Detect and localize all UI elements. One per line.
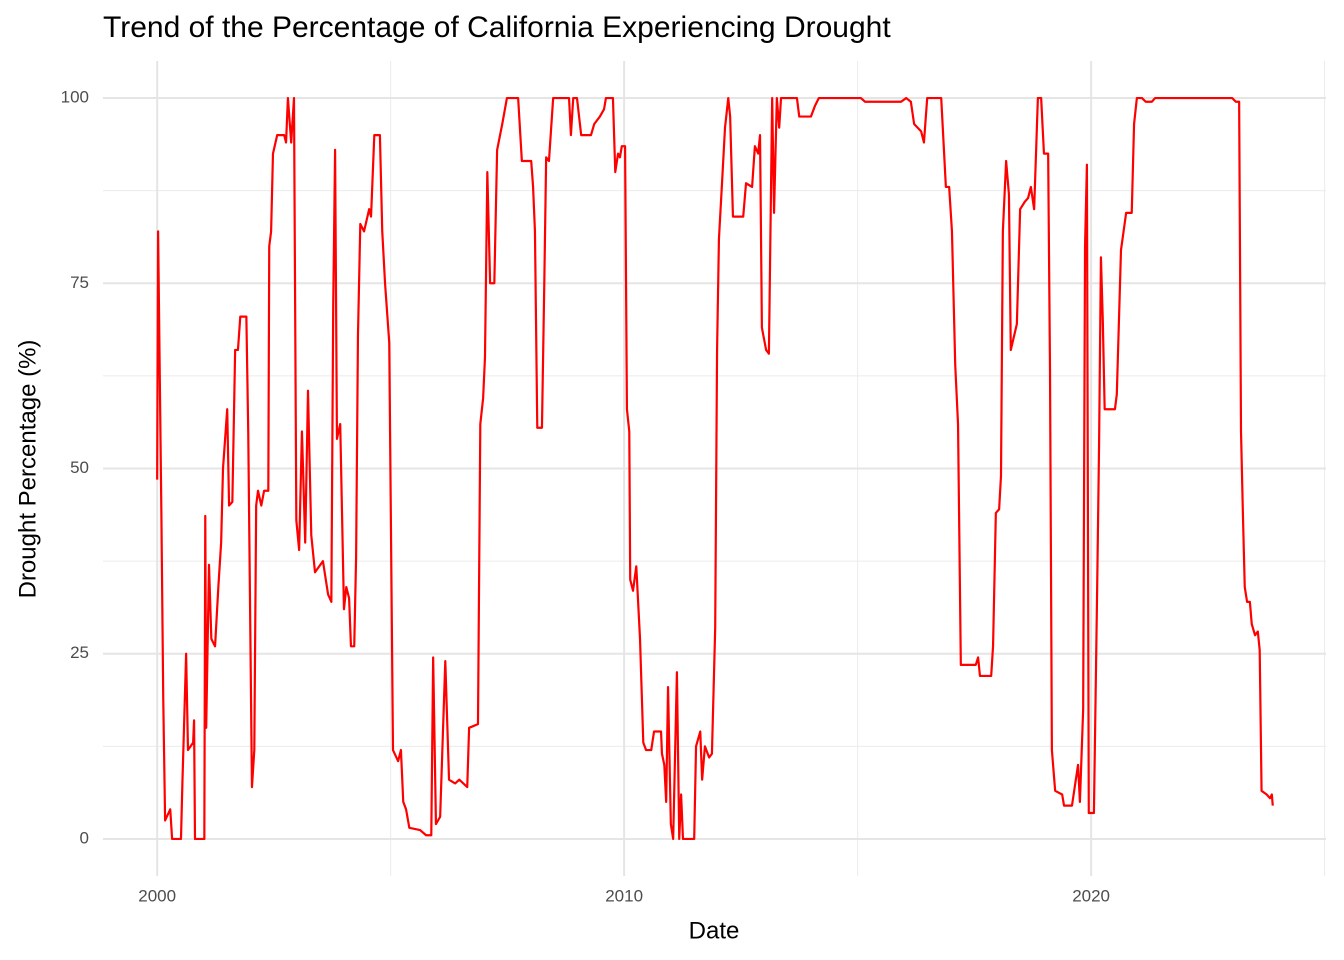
x-tick-label: 2010 [605, 886, 643, 905]
x-axis-title: Date [689, 917, 740, 944]
y-tick-label: 100 [61, 88, 89, 107]
y-tick-label: 25 [70, 643, 89, 662]
y-tick-label: 0 [80, 828, 89, 847]
x-tick-label: 2020 [1072, 886, 1110, 905]
y-tick-label: 75 [70, 273, 89, 292]
y-tick-label: 50 [70, 458, 89, 477]
y-axis-title: Drought Percentage (%) [14, 340, 41, 599]
data-line [156, 96, 1274, 841]
x-tick-label: 2000 [138, 886, 176, 905]
chart-title: Trend of the Percentage of California Ex… [103, 11, 891, 44]
